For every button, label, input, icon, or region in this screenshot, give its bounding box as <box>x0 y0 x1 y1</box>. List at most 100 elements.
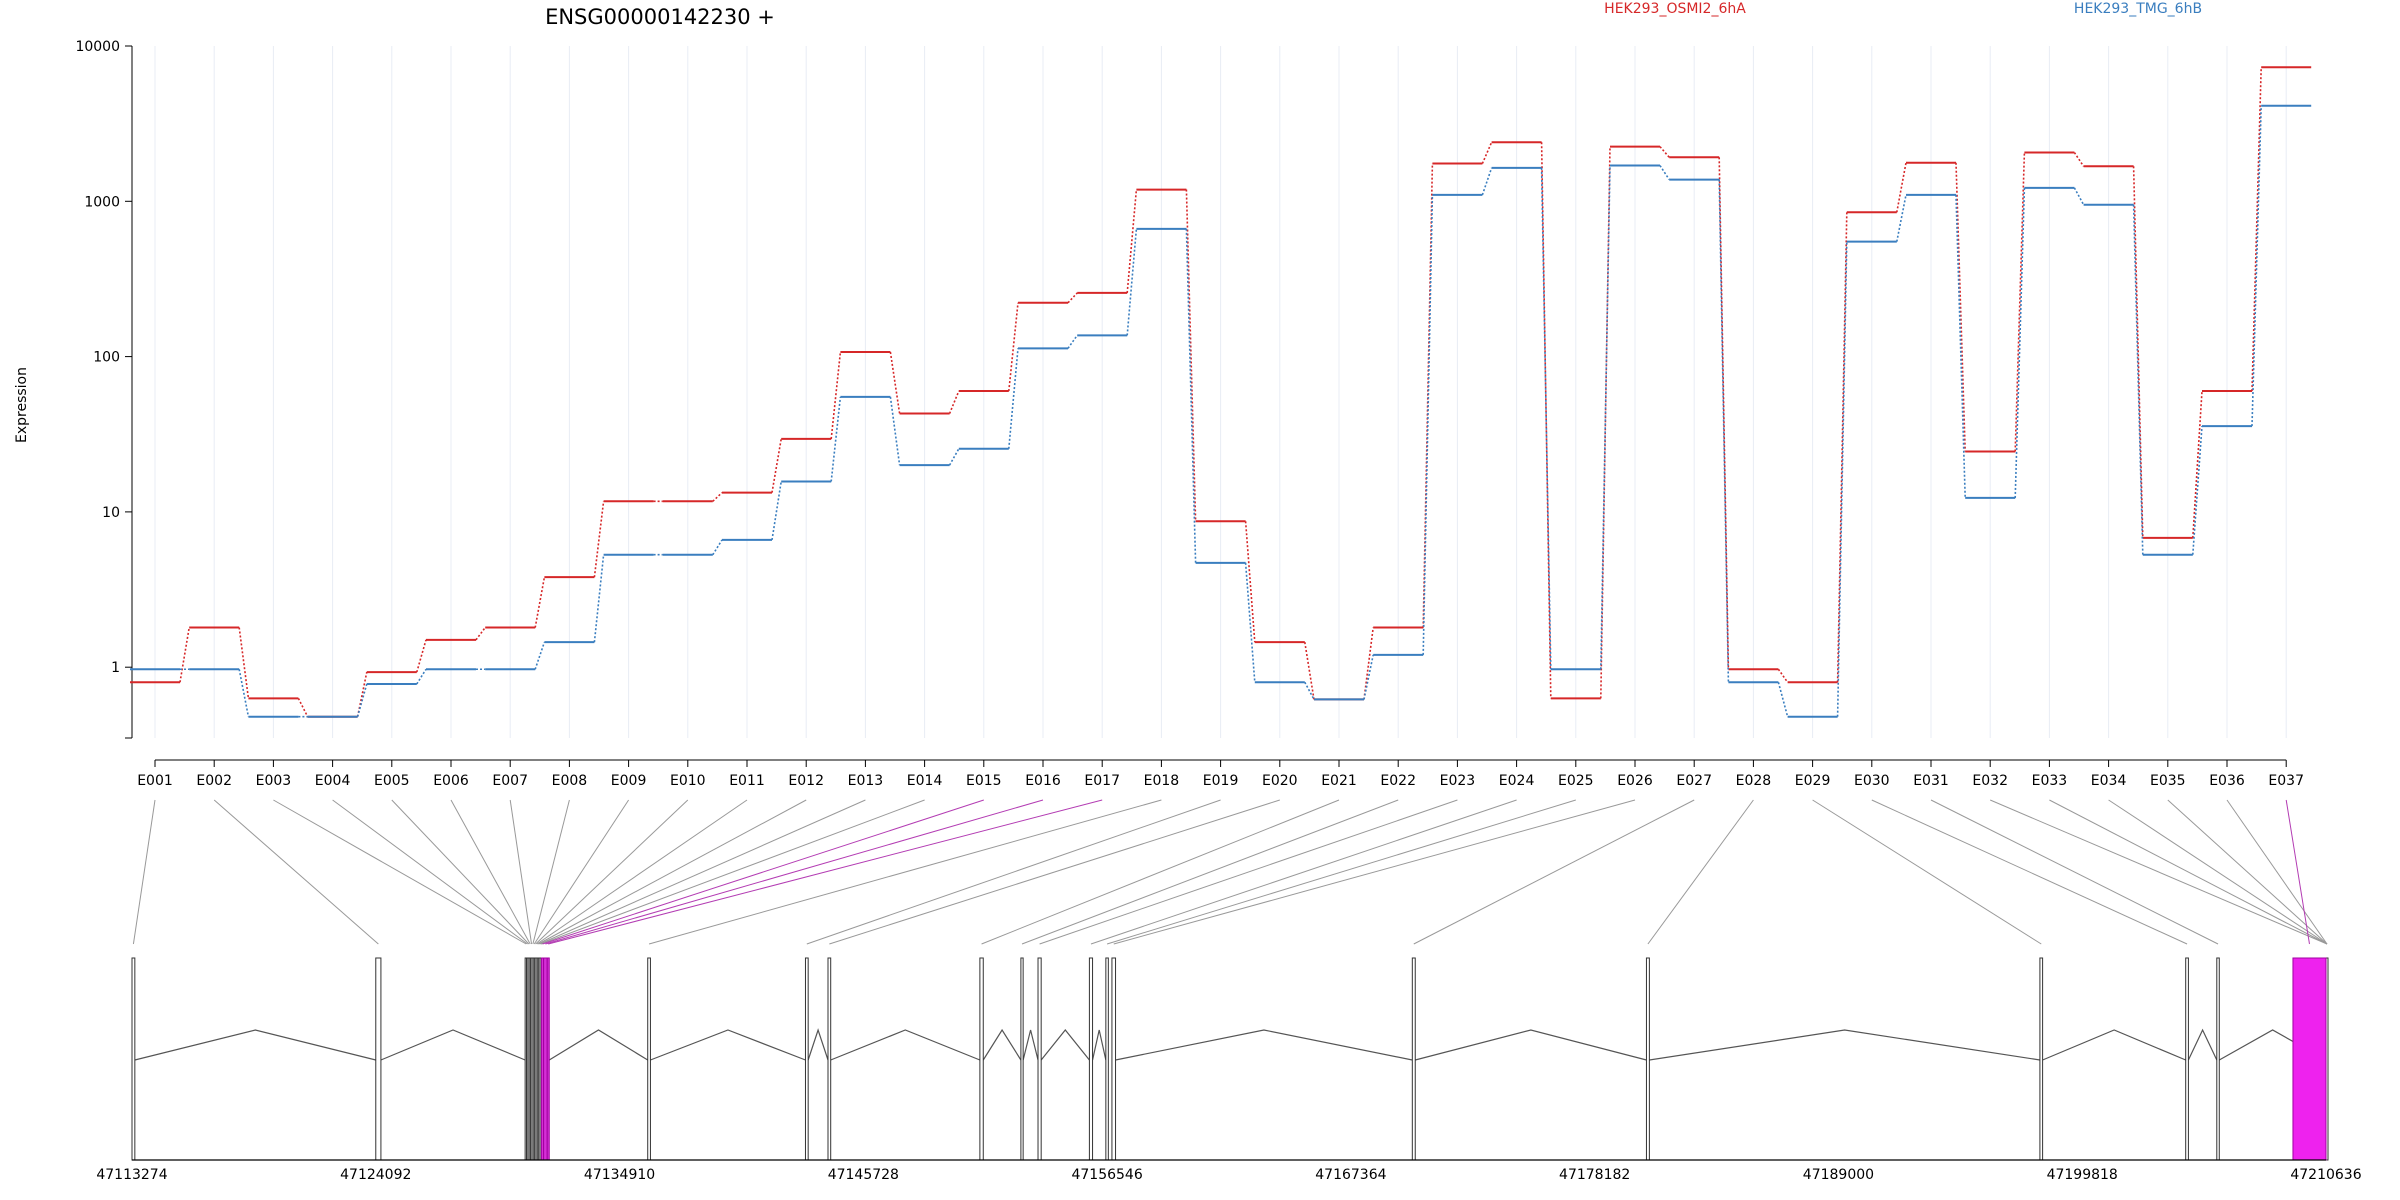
data-connector <box>2014 152 2026 452</box>
exon-box <box>2216 957 2220 1161</box>
x-tick-label: E034 <box>2091 773 2127 789</box>
exon-connector <box>2167 799 2328 945</box>
intron-line <box>1091 1029 1107 1061</box>
data-connector <box>1008 348 1019 449</box>
data-connector <box>830 351 842 440</box>
data-connector <box>1540 167 1552 670</box>
exon-connector <box>1990 799 2328 945</box>
intron-line <box>1040 1029 1090 1061</box>
data-connector <box>889 396 901 466</box>
exon-connector <box>1090 799 1517 945</box>
intron-line <box>2042 1029 2186 1061</box>
gene-model <box>131 957 2329 1161</box>
data-connector <box>712 492 723 502</box>
exon-connector <box>806 799 1221 945</box>
intron-line <box>650 1029 806 1061</box>
exon-connector <box>829 799 1280 945</box>
data-connector <box>1067 292 1078 304</box>
x-tick-label: E007 <box>492 773 528 789</box>
data-connector <box>948 448 960 466</box>
data-connector <box>1185 189 1197 522</box>
data-connector <box>593 554 605 643</box>
intron-line <box>380 1029 526 1061</box>
exon-connector <box>213 799 379 945</box>
data-connector <box>1126 228 1138 336</box>
data-connector <box>830 396 842 482</box>
genome-tick-label: 47189000 <box>1803 1167 1874 1183</box>
exon-connector <box>2285 799 2310 945</box>
intron-line <box>982 1028 1022 1061</box>
x-tick-label: E018 <box>1144 773 1180 789</box>
exon-box <box>543 957 548 1161</box>
data-connector <box>534 641 546 670</box>
series-lines <box>130 66 2312 718</box>
intron-line <box>134 1029 376 1061</box>
x-tick-label: E022 <box>1380 773 1416 789</box>
x-tick-label: E016 <box>1025 773 1061 789</box>
exon-box <box>2039 957 2044 1161</box>
grid-lines <box>154 46 2287 738</box>
x-tick-label: E035 <box>2150 773 2186 789</box>
exon-connector <box>2049 799 2328 945</box>
data-connector <box>2251 105 2262 427</box>
exon-connector <box>539 799 866 945</box>
x-axis: E001 E002 E003 E004 E005 E006 E007 E008 E009 E010… <box>137 759 2304 789</box>
data-connector <box>1896 162 1907 213</box>
intron-line <box>548 1029 649 1061</box>
y-tick-label: 1000 <box>84 194 120 210</box>
data-connector <box>1777 668 1789 683</box>
x-tick-label: E017 <box>1084 773 1120 789</box>
data-connector <box>1008 302 1019 392</box>
data-connector <box>1304 642 1315 700</box>
exon-connector <box>548 799 1103 945</box>
y-axis: 1 10 100 1000 10000 <box>75 39 133 739</box>
genome-tick-label: 47167364 <box>1315 1167 1386 1183</box>
data-connector <box>1777 682 1789 717</box>
x-tick-label: E010 <box>670 773 706 789</box>
data-connector <box>475 627 486 641</box>
exon-box <box>979 957 984 1161</box>
exon-connector <box>2226 799 2328 945</box>
exon-connector <box>132 799 156 945</box>
chart-title: ENSG00000142230 + <box>545 5 775 29</box>
exon-box <box>647 957 651 1161</box>
exon-connector <box>2108 799 2328 945</box>
exon-connector <box>391 799 530 945</box>
y-tick-label: 10 <box>102 505 120 521</box>
genome-tick-label: 47199818 <box>2047 1167 2118 1183</box>
data-connector <box>2192 390 2203 538</box>
intron-line <box>1022 1029 1039 1061</box>
data-connector <box>534 577 546 628</box>
genome-tick-label: 47210636 <box>2290 1167 2361 1183</box>
data-connector <box>948 390 960 414</box>
exon-connector <box>1647 799 1754 945</box>
x-tick-label: E019 <box>1203 773 1239 789</box>
x-tick-label: E011 <box>729 773 765 789</box>
x-tick-label: E003 <box>256 773 292 789</box>
intron-line <box>1115 1029 1413 1061</box>
data-connector <box>1836 241 1848 717</box>
genome-tick-label: 47156546 <box>1071 1167 1142 1183</box>
data-connector <box>1955 162 1966 452</box>
data-connector <box>1304 681 1315 700</box>
genome-tick-label: 47134910 <box>584 1167 655 1183</box>
legend-series-1: HEK293_OSMI2_6hA <box>1604 1 1746 17</box>
exon-box <box>1020 957 1024 1161</box>
genome-axis: 47113274 47124092 47134910 47145728 47156546… <box>96 1159 2362 1183</box>
data-connector <box>1540 142 1552 699</box>
data-connector <box>1659 165 1670 181</box>
x-tick-label: E023 <box>1440 773 1476 789</box>
exon-connector <box>536 799 748 945</box>
genome-tick-label: 47113274 <box>96 1167 167 1183</box>
data-connector <box>1955 194 1966 498</box>
exon-connector <box>1113 799 1636 945</box>
exon-connector <box>540 799 925 945</box>
exon-connector <box>273 799 527 945</box>
data-connector <box>356 683 368 717</box>
data-connector <box>2132 166 2144 538</box>
exon-connector <box>1039 799 1458 945</box>
series-2 <box>130 104 2312 718</box>
x-tick-label: E036 <box>2209 773 2245 789</box>
exon-connector <box>332 799 528 945</box>
data-connector <box>1067 334 1078 349</box>
